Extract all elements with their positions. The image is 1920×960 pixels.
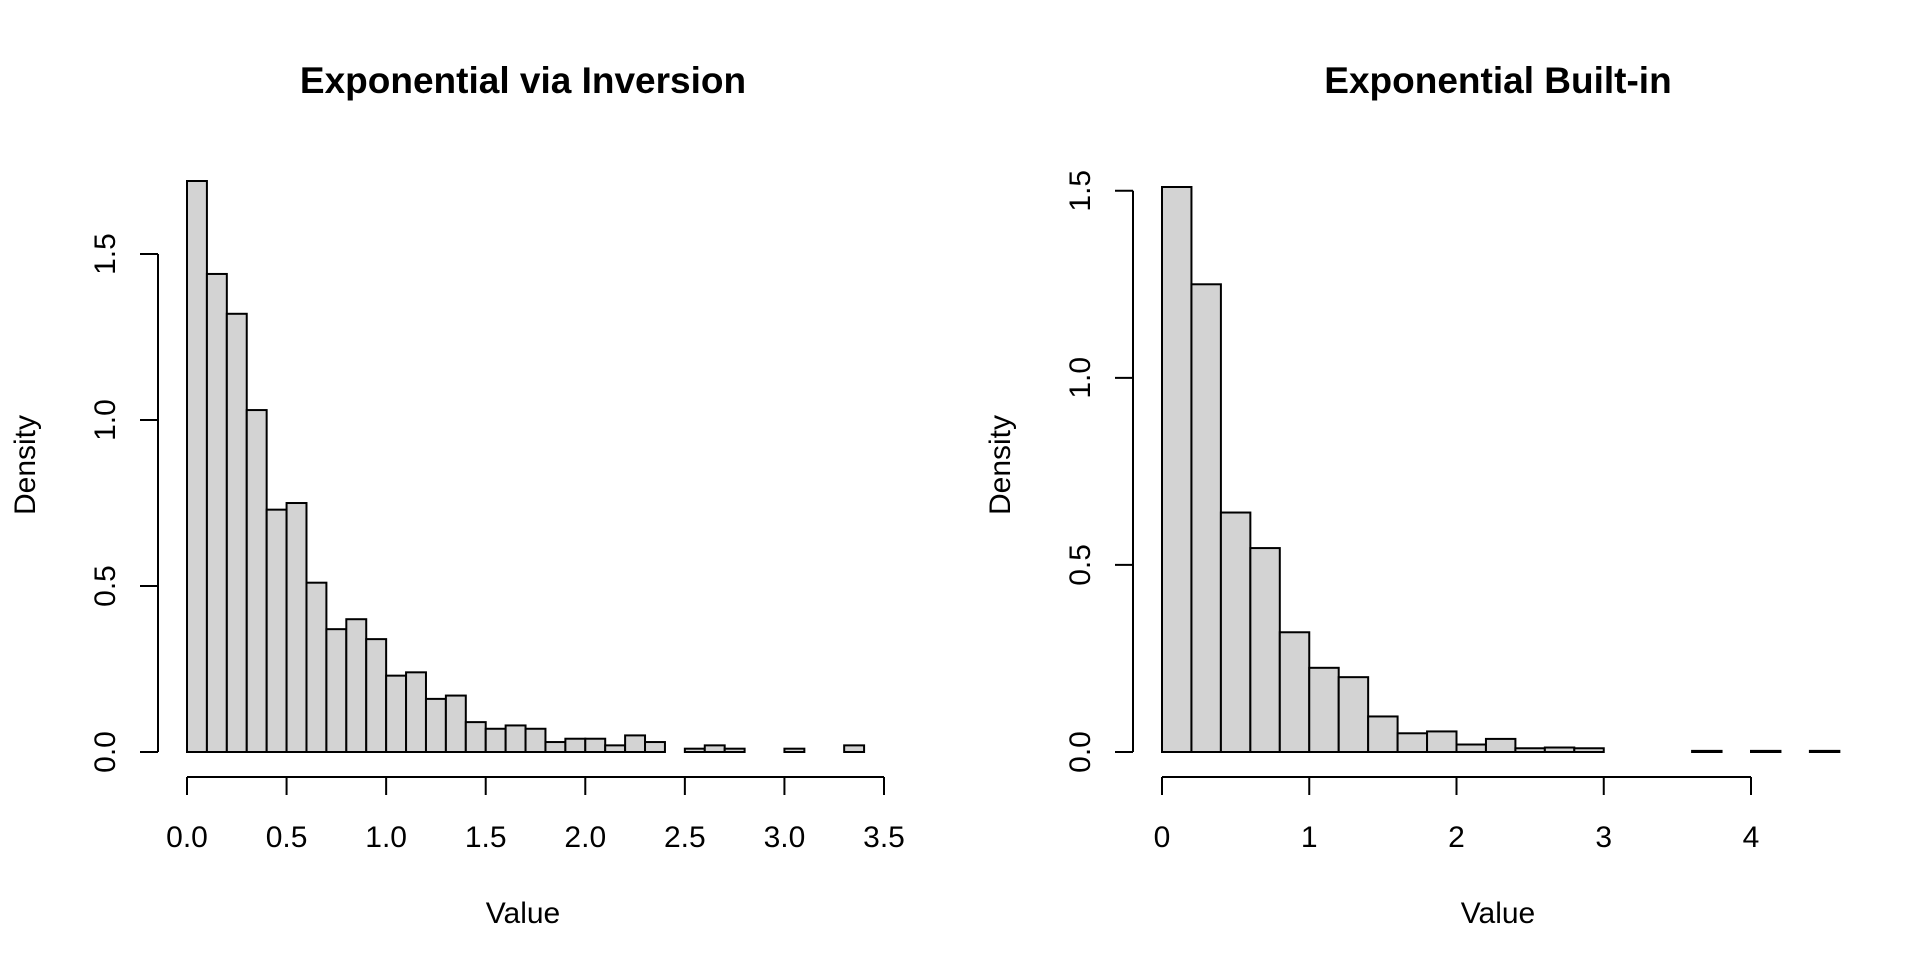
histogram-bar <box>1514 747 1546 754</box>
histogram-bar <box>1367 715 1399 753</box>
y-tick-label: 1.5 <box>89 233 122 275</box>
histogram-bar <box>624 734 647 754</box>
histogram-bar <box>444 694 467 754</box>
histogram-bar <box>245 409 268 753</box>
y-axis: 0.0 0.5 1.0 1.5 <box>1064 170 1134 773</box>
histogram-bar <box>544 741 567 754</box>
histogram-bar <box>1337 676 1370 754</box>
histogram-bar <box>385 674 408 753</box>
x-tick-label: 3.0 <box>764 821 806 854</box>
y-tick-label: 0.5 <box>89 565 122 607</box>
histogram-bar <box>484 727 507 754</box>
histogram-bar <box>1426 730 1458 754</box>
histogram-bar <box>1190 283 1222 753</box>
histogram-bar <box>703 744 726 754</box>
histogram-bar <box>464 721 487 753</box>
histogram-bar <box>783 747 806 754</box>
x-tick-label: 2.5 <box>664 821 706 854</box>
histogram-bar <box>1750 749 1782 754</box>
x-tick-label: 1 <box>1301 821 1318 854</box>
histogram-bar <box>1573 747 1605 754</box>
histogram-bar <box>1543 746 1576 754</box>
histogram-bar <box>683 747 706 754</box>
y-axis: 0.0 0.5 1.0 1.5 <box>89 233 159 773</box>
histogram-bar <box>604 744 627 754</box>
histogram-bar <box>325 628 348 753</box>
histogram-bar <box>723 747 746 754</box>
histogram-bar <box>1455 743 1487 753</box>
x-tick-label: 2.0 <box>564 821 606 854</box>
histogram-bar <box>1484 737 1517 754</box>
histogram-bar <box>843 744 866 754</box>
histogram-bar <box>225 312 248 753</box>
histogram-bar <box>285 502 308 754</box>
x-tick-label: 3.5 <box>863 821 905 854</box>
histogram-bar <box>1308 666 1340 754</box>
histogram-bar <box>424 697 447 754</box>
histogram-bar <box>1691 749 1723 754</box>
x-tick-label: 0 <box>1154 821 1171 854</box>
histogram-bar <box>644 741 666 754</box>
histogram-panel-builtin: Exponential Built-in Value Density 0 1 2 3 4… <box>984 60 1841 930</box>
histogram-bar <box>186 180 208 753</box>
y-tick-label: 0.0 <box>89 731 122 773</box>
x-axis-label: Value <box>1461 897 1536 930</box>
y-tick-label: 1.0 <box>89 399 122 441</box>
x-tick-label: 1.5 <box>465 821 507 854</box>
y-tick-label: 0.0 <box>1064 731 1097 773</box>
x-axis: 0 1 2 3 4 <box>1154 776 1760 854</box>
histogram-panel-inversion: Exponential via Inversion Value Density … <box>9 60 905 930</box>
histogram-bar <box>524 727 547 754</box>
histogram-bar <box>1278 631 1311 753</box>
histogram-bar <box>1219 511 1252 753</box>
histogram-bar <box>564 737 587 754</box>
histogram-bar <box>1161 186 1193 753</box>
chart-title: Exponential Built-in <box>1324 60 1671 101</box>
x-tick-label: 0.0 <box>166 821 208 854</box>
y-tick-label: 1.5 <box>1064 170 1097 212</box>
chart-title: Exponential via Inversion <box>300 60 746 101</box>
histogram-bar <box>405 671 427 753</box>
x-axis-label: Value <box>486 897 561 930</box>
y-tick-label: 0.5 <box>1064 544 1097 586</box>
histogram-bar <box>1808 749 1841 754</box>
x-tick-label: 3 <box>1595 821 1612 854</box>
x-tick-label: 1.0 <box>365 821 407 854</box>
histogram-bar <box>584 737 607 754</box>
histogram-bar <box>345 618 368 753</box>
histogram-bar <box>1249 547 1281 754</box>
histogram-bar <box>365 638 388 754</box>
histogram-bar <box>305 581 328 753</box>
bars <box>1161 186 1841 754</box>
x-tick-label: 4 <box>1743 821 1760 854</box>
histogram-bar <box>1396 732 1429 753</box>
y-axis-label: Density <box>984 415 1017 515</box>
x-tick-label: 0.5 <box>266 821 308 854</box>
x-axis: 0.0 0.5 1.0 1.5 2.0 2.5 3.0 3.5 <box>166 776 905 854</box>
histogram-bar <box>265 508 288 753</box>
histogram-bar <box>504 724 527 753</box>
y-axis-label: Density <box>9 415 42 515</box>
x-tick-label: 2 <box>1448 821 1465 854</box>
histogram-bar <box>205 272 228 753</box>
bars <box>186 180 866 754</box>
y-tick-label: 1.0 <box>1064 357 1097 399</box>
